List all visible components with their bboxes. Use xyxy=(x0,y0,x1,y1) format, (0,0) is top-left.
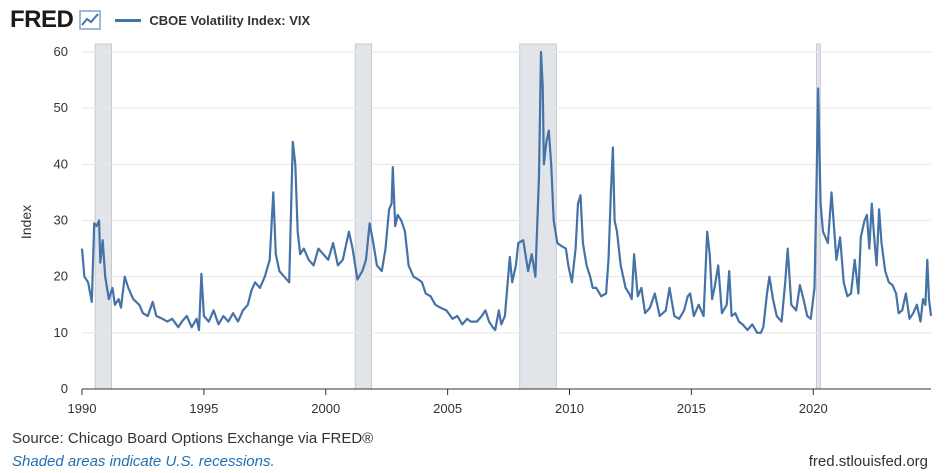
chart-legend[interactable]: CBOE Volatility Index: VIX xyxy=(115,13,310,28)
x-tick-label: 1990 xyxy=(68,401,97,416)
recession-band xyxy=(94,43,112,390)
tick-labels: 0 10 20 30 40 50 60 1990 1995 2000 2005 2010 2015 202… xyxy=(54,44,828,416)
x-tick-label: 2020 xyxy=(799,401,828,416)
x-tick-label: 1995 xyxy=(189,401,218,416)
source-text: Source: Chicago Board Options Exchange v… xyxy=(12,430,374,447)
line-chart-icon xyxy=(79,10,102,30)
chart-header: FRED CBOE Volatility Index: VIX xyxy=(10,6,310,34)
y-tick-label: 0 xyxy=(61,381,68,396)
x-tick-label: 2005 xyxy=(433,401,462,416)
fred-logo[interactable]: FRED xyxy=(10,6,74,33)
x-tick-label: 2015 xyxy=(677,401,706,416)
recession-bands xyxy=(94,43,821,390)
y-tick-label: 40 xyxy=(54,156,68,171)
site-url[interactable]: fred.stlouisfed.org xyxy=(808,453,928,470)
y-tick-label: 20 xyxy=(54,269,68,284)
gridlines xyxy=(82,51,931,334)
recession-note: Shaded areas indicate U.S. recessions. xyxy=(12,453,275,470)
axes xyxy=(81,388,931,395)
recession-band xyxy=(354,43,373,390)
y-axis-title: Index xyxy=(18,205,34,239)
x-tick-label: 2000 xyxy=(311,401,340,416)
y-tick-label: 50 xyxy=(54,100,68,115)
x-tick-label: 2010 xyxy=(555,401,584,416)
legend-swatch xyxy=(115,18,142,22)
y-tick-label: 10 xyxy=(54,325,68,340)
y-tick-label: 60 xyxy=(54,44,68,59)
series-line-vix[interactable] xyxy=(80,50,933,334)
series-layer xyxy=(80,50,933,334)
y-tick-label: 30 xyxy=(54,213,68,228)
legend-label: CBOE Volatility Index: VIX xyxy=(149,12,311,28)
